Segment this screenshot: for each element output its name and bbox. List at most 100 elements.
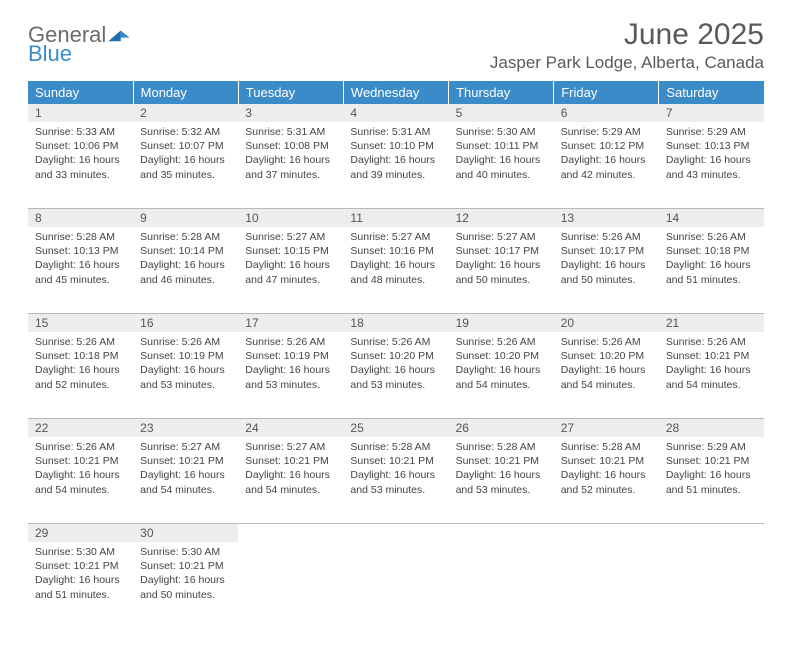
logo: GeneralBlue xyxy=(28,18,130,65)
sunrise-line: Sunrise: 5:26 AM xyxy=(35,440,126,454)
day-number-cell: 17 xyxy=(238,314,343,333)
sunset-line: Sunset: 10:20 PM xyxy=(561,349,652,363)
day-cell: Sunrise: 5:27 AMSunset: 10:15 PMDaylight… xyxy=(238,227,343,314)
day-cell: Sunrise: 5:32 AMSunset: 10:07 PMDaylight… xyxy=(133,122,238,209)
day-number-cell: 11 xyxy=(343,209,448,228)
day-details: Sunrise: 5:28 AMSunset: 10:21 PMDaylight… xyxy=(343,437,448,503)
day-details: Sunrise: 5:26 AMSunset: 10:20 PMDaylight… xyxy=(554,332,659,398)
day-cell: Sunrise: 5:28 AMSunset: 10:14 PMDaylight… xyxy=(133,227,238,314)
day-cell: Sunrise: 5:26 AMSunset: 10:17 PMDaylight… xyxy=(554,227,659,314)
day-number-row: 1234567 xyxy=(28,104,764,122)
day-cell: Sunrise: 5:30 AMSunset: 10:21 PMDaylight… xyxy=(28,542,133,628)
sunset-line: Sunset: 10:14 PM xyxy=(140,244,231,258)
sunset-line: Sunset: 10:21 PM xyxy=(140,454,231,468)
sunrise-line: Sunrise: 5:29 AM xyxy=(666,440,757,454)
sunset-line: Sunset: 10:20 PM xyxy=(456,349,547,363)
day-number-cell: 12 xyxy=(449,209,554,228)
sunrise-line: Sunrise: 5:30 AM xyxy=(456,125,547,139)
sunrise-line: Sunrise: 5:26 AM xyxy=(350,335,441,349)
sunset-line: Sunset: 10:21 PM xyxy=(456,454,547,468)
header-row: Sunday Monday Tuesday Wednesday Thursday… xyxy=(28,81,764,104)
sunrise-line: Sunrise: 5:27 AM xyxy=(245,230,336,244)
day-number-cell: 28 xyxy=(659,419,764,438)
daylight-line: Daylight: 16 hours and 39 minutes. xyxy=(350,153,441,181)
sunrise-line: Sunrise: 5:27 AM xyxy=(350,230,441,244)
day-details: Sunrise: 5:27 AMSunset: 10:16 PMDaylight… xyxy=(343,227,448,293)
day-number-cell: 4 xyxy=(343,104,448,122)
day-number-cell: 2 xyxy=(133,104,238,122)
sunset-line: Sunset: 10:19 PM xyxy=(245,349,336,363)
day-cell: Sunrise: 5:26 AMSunset: 10:20 PMDaylight… xyxy=(554,332,659,419)
daylight-line: Daylight: 16 hours and 50 minutes. xyxy=(456,258,547,286)
day-details: Sunrise: 5:29 AMSunset: 10:13 PMDaylight… xyxy=(659,122,764,188)
sunrise-line: Sunrise: 5:31 AM xyxy=(350,125,441,139)
day-number-cell: 15 xyxy=(28,314,133,333)
sunset-line: Sunset: 10:13 PM xyxy=(666,139,757,153)
sunset-line: Sunset: 10:21 PM xyxy=(561,454,652,468)
daylight-line: Daylight: 16 hours and 54 minutes. xyxy=(245,468,336,496)
day-cell: Sunrise: 5:28 AMSunset: 10:13 PMDaylight… xyxy=(28,227,133,314)
day-number-cell: 21 xyxy=(659,314,764,333)
day-content-row: Sunrise: 5:30 AMSunset: 10:21 PMDaylight… xyxy=(28,542,764,628)
daylight-line: Daylight: 16 hours and 53 minutes. xyxy=(245,363,336,391)
day-details: Sunrise: 5:26 AMSunset: 10:17 PMDaylight… xyxy=(554,227,659,293)
sunset-line: Sunset: 10:18 PM xyxy=(666,244,757,258)
daylight-line: Daylight: 16 hours and 51 minutes. xyxy=(35,573,126,601)
day-number-cell: 16 xyxy=(133,314,238,333)
day-details: Sunrise: 5:31 AMSunset: 10:08 PMDaylight… xyxy=(238,122,343,188)
day-details: Sunrise: 5:27 AMSunset: 10:21 PMDaylight… xyxy=(133,437,238,503)
day-cell: Sunrise: 5:27 AMSunset: 10:16 PMDaylight… xyxy=(343,227,448,314)
day-details: Sunrise: 5:30 AMSunset: 10:11 PMDaylight… xyxy=(449,122,554,188)
sunrise-line: Sunrise: 5:29 AM xyxy=(561,125,652,139)
page: GeneralBlue June 2025 Jasper Park Lodge,… xyxy=(0,0,792,646)
day-cell: Sunrise: 5:26 AMSunset: 10:20 PMDaylight… xyxy=(449,332,554,419)
col-friday: Friday xyxy=(554,81,659,104)
day-cell: Sunrise: 5:29 AMSunset: 10:13 PMDaylight… xyxy=(659,122,764,209)
daylight-line: Daylight: 16 hours and 52 minutes. xyxy=(35,363,126,391)
day-content-row: Sunrise: 5:33 AMSunset: 10:06 PMDaylight… xyxy=(28,122,764,209)
day-number-cell: 10 xyxy=(238,209,343,228)
sunrise-line: Sunrise: 5:28 AM xyxy=(561,440,652,454)
sunset-line: Sunset: 10:12 PM xyxy=(561,139,652,153)
sunrise-line: Sunrise: 5:28 AM xyxy=(456,440,547,454)
sunrise-line: Sunrise: 5:28 AM xyxy=(140,230,231,244)
day-cell: Sunrise: 5:29 AMSunset: 10:12 PMDaylight… xyxy=(554,122,659,209)
day-details: Sunrise: 5:26 AMSunset: 10:20 PMDaylight… xyxy=(343,332,448,398)
daylight-line: Daylight: 16 hours and 35 minutes. xyxy=(140,153,231,181)
sunrise-line: Sunrise: 5:26 AM xyxy=(666,230,757,244)
day-number-cell: 23 xyxy=(133,419,238,438)
daylight-line: Daylight: 16 hours and 50 minutes. xyxy=(140,573,231,601)
day-number-row: 2930 xyxy=(28,524,764,543)
day-number-cell: 29 xyxy=(28,524,133,543)
day-number-cell: 30 xyxy=(133,524,238,543)
col-saturday: Saturday xyxy=(659,81,764,104)
day-details: Sunrise: 5:29 AMSunset: 10:21 PMDaylight… xyxy=(659,437,764,503)
day-number-row: 15161718192021 xyxy=(28,314,764,333)
day-details: Sunrise: 5:30 AMSunset: 10:21 PMDaylight… xyxy=(133,542,238,608)
sunset-line: Sunset: 10:11 PM xyxy=(456,139,547,153)
day-details: Sunrise: 5:31 AMSunset: 10:10 PMDaylight… xyxy=(343,122,448,188)
sunset-line: Sunset: 10:16 PM xyxy=(350,244,441,258)
day-number-cell: 24 xyxy=(238,419,343,438)
daylight-line: Daylight: 16 hours and 53 minutes. xyxy=(350,363,441,391)
daylight-line: Daylight: 16 hours and 54 minutes. xyxy=(140,468,231,496)
day-number-cell: 7 xyxy=(659,104,764,122)
day-details: Sunrise: 5:28 AMSunset: 10:21 PMDaylight… xyxy=(554,437,659,503)
day-cell: Sunrise: 5:28 AMSunset: 10:21 PMDaylight… xyxy=(554,437,659,524)
day-cell xyxy=(449,542,554,628)
sunset-line: Sunset: 10:21 PM xyxy=(140,559,231,573)
day-number-cell: 13 xyxy=(554,209,659,228)
calendar-table: Sunday Monday Tuesday Wednesday Thursday… xyxy=(28,81,764,628)
page-title: June 2025 xyxy=(490,18,764,51)
day-cell: Sunrise: 5:28 AMSunset: 10:21 PMDaylight… xyxy=(449,437,554,524)
day-cell: Sunrise: 5:28 AMSunset: 10:21 PMDaylight… xyxy=(343,437,448,524)
sunrise-line: Sunrise: 5:27 AM xyxy=(140,440,231,454)
day-cell: Sunrise: 5:30 AMSunset: 10:21 PMDaylight… xyxy=(133,542,238,628)
sunset-line: Sunset: 10:21 PM xyxy=(35,454,126,468)
daylight-line: Daylight: 16 hours and 37 minutes. xyxy=(245,153,336,181)
day-number-row: 891011121314 xyxy=(28,209,764,228)
daylight-line: Daylight: 16 hours and 54 minutes. xyxy=(35,468,126,496)
day-details: Sunrise: 5:27 AMSunset: 10:21 PMDaylight… xyxy=(238,437,343,503)
sunset-line: Sunset: 10:18 PM xyxy=(35,349,126,363)
day-cell: Sunrise: 5:26 AMSunset: 10:21 PMDaylight… xyxy=(28,437,133,524)
